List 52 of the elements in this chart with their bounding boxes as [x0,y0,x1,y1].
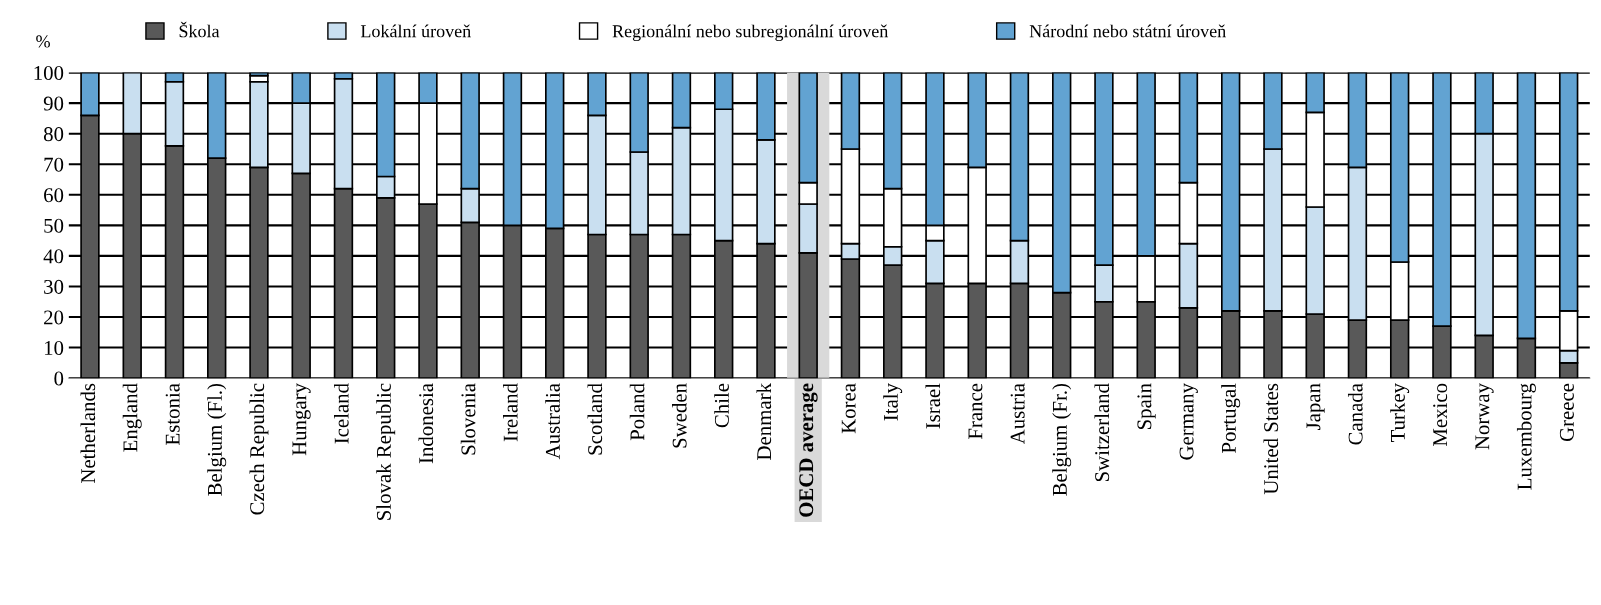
x-tick-label: Belgium (Fr.) [1052,383,1072,496]
y-tick-label: 20 [44,310,64,325]
x-tick-label: Turkey [1390,383,1410,443]
x-tick-label: Switzerland [1094,383,1110,482]
y-tick-label: 40 [43,249,64,264]
x-tick-label: Belgium (Fl.) [207,383,227,496]
x-tick-label: Canada [1347,383,1363,445]
x-tick-label: Austria [1010,383,1025,445]
x-tick-label: Slovak Republic [376,383,396,520]
x-tick-label: France [968,383,983,440]
y-axis-title: % [36,35,50,48]
legend-label: Škola [179,21,220,38]
legend-label: Národní nebo státní úroveň [1029,24,1226,38]
x-tick-label: Australia [545,383,560,460]
x-tick-label: Norway [1475,383,1494,450]
x-tick-label: Chile [714,383,729,428]
x-tick-label: Poland [629,383,645,441]
x-tick-label: Spain [1137,383,1156,430]
x-tick-label: Portugal [1221,383,1241,453]
x-tick-label: Luxembourg [1516,383,1536,490]
x-tick-label: Israel [925,383,941,429]
x-tick-label: Czech Republic [249,383,269,515]
y-tick-label: 30 [44,279,64,294]
x-tick-label: Greece [1559,383,1574,442]
x-tick-label: Indonesia [418,383,434,464]
y-tick-label: 80 [43,127,64,142]
x-tick-label: Iceland [334,383,349,444]
y-tick-label: 90 [43,96,64,111]
legend-label: Regionální nebo subregionální úroveň [612,24,889,42]
x-tick-label: Slovenia [460,383,476,455]
y-tick-label: 10 [44,340,64,356]
x-tick-label: OECD average [799,383,818,517]
y-tick-label: 0 [54,371,64,386]
legend-label: Lokální úroveň [360,24,471,38]
x-tick-label: Mexico [1433,383,1448,447]
x-tick-label: Estonia [165,383,180,445]
x-tick-label: Denmark [756,382,772,460]
x-tick-label: Germany [1179,383,1198,460]
x-tick-label: Japan [1306,383,1325,430]
x-tick-label: Ireland [503,383,518,442]
y-tick-label: 50 [44,218,64,233]
y-tick-label: 100 [34,65,64,81]
y-tick-label: 60 [44,188,64,203]
x-tick-label: Hungary [292,383,311,456]
x-tick-label: Netherlands [80,383,96,484]
x-tick-label: Italy [883,383,903,421]
y-tick-label: 70 [44,157,64,172]
x-tick-label: England [122,383,142,452]
x-tick-label: Scotland [587,383,603,455]
x-tick-label: Sweden [672,383,687,448]
x-tick-label: United States [1263,383,1279,495]
x-tick-label: Korea [841,383,856,434]
